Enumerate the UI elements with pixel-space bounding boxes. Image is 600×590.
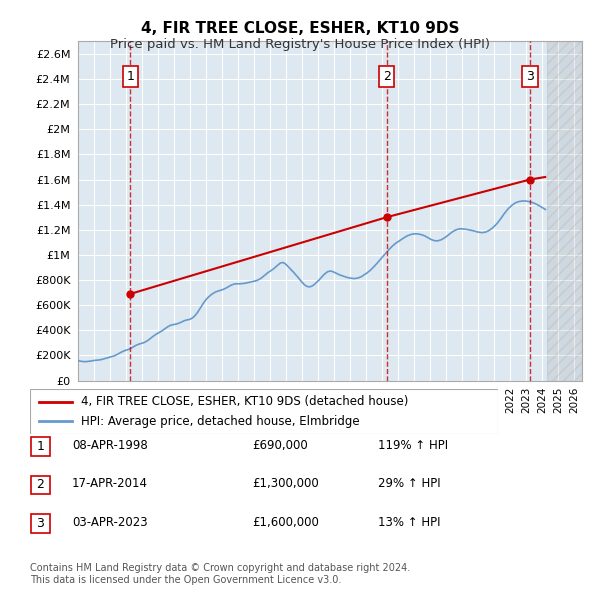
Text: 119% ↑ HPI: 119% ↑ HPI (378, 439, 448, 452)
Text: 1: 1 (37, 440, 44, 453)
Text: 2: 2 (383, 70, 391, 83)
Text: Price paid vs. HM Land Registry's House Price Index (HPI): Price paid vs. HM Land Registry's House … (110, 38, 490, 51)
Text: 08-APR-1998: 08-APR-1998 (72, 439, 148, 452)
Text: 1: 1 (127, 70, 134, 83)
Text: £1,600,000: £1,600,000 (252, 516, 319, 529)
Text: 3: 3 (37, 517, 44, 530)
FancyBboxPatch shape (31, 437, 50, 456)
Text: 29% ↑ HPI: 29% ↑ HPI (378, 477, 440, 490)
Text: 2: 2 (37, 478, 44, 491)
Text: 4, FIR TREE CLOSE, ESHER, KT10 9DS (detached house): 4, FIR TREE CLOSE, ESHER, KT10 9DS (deta… (82, 395, 409, 408)
Text: 03-APR-2023: 03-APR-2023 (72, 516, 148, 529)
FancyBboxPatch shape (31, 476, 50, 494)
Text: Contains HM Land Registry data © Crown copyright and database right 2024.
This d: Contains HM Land Registry data © Crown c… (30, 563, 410, 585)
Text: 13% ↑ HPI: 13% ↑ HPI (378, 516, 440, 529)
Text: 4, FIR TREE CLOSE, ESHER, KT10 9DS: 4, FIR TREE CLOSE, ESHER, KT10 9DS (141, 21, 459, 35)
Text: £690,000: £690,000 (252, 439, 308, 452)
FancyBboxPatch shape (30, 389, 498, 434)
Bar (547, 41, 582, 381)
FancyBboxPatch shape (31, 514, 50, 533)
Text: 3: 3 (526, 70, 534, 83)
Text: HPI: Average price, detached house, Elmbridge: HPI: Average price, detached house, Elmb… (82, 415, 360, 428)
Text: 17-APR-2014: 17-APR-2014 (72, 477, 148, 490)
Text: £1,300,000: £1,300,000 (252, 477, 319, 490)
